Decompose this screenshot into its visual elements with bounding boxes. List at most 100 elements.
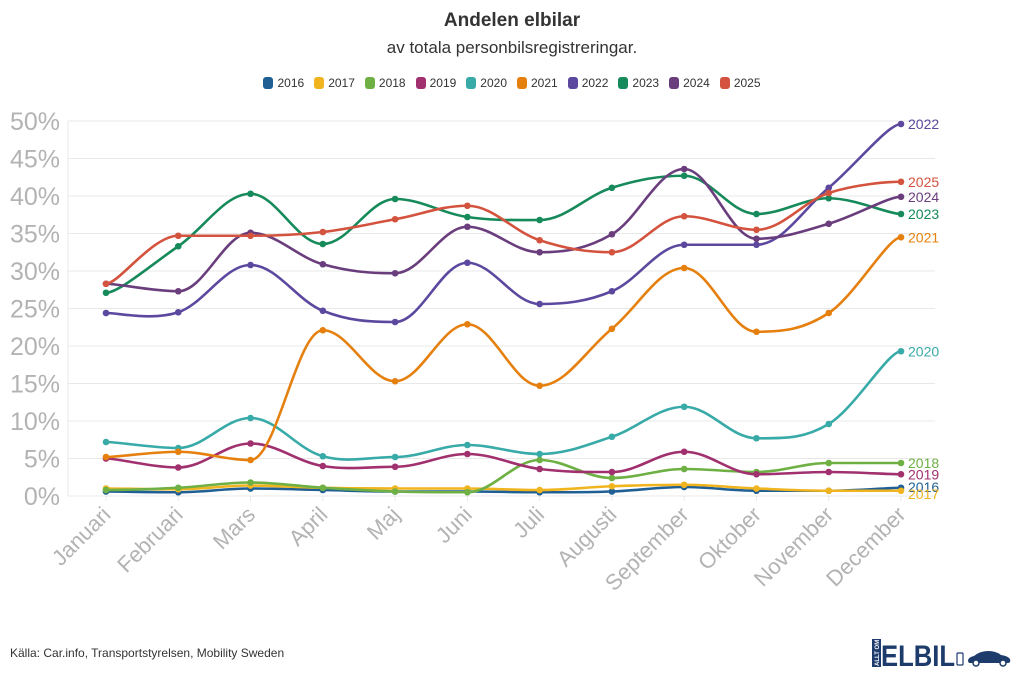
data-point-2017-November — [825, 487, 833, 495]
legend-item-2019[interactable]: 2019 — [415, 76, 457, 90]
source-caption: Källa: Car.info, Transportstyrelsen, Mob… — [10, 646, 285, 660]
end-label-2016: 2016 — [908, 479, 939, 495]
legend-label: 2022 — [581, 76, 609, 90]
data-point-2021-Oktober — [753, 328, 760, 336]
data-point-2017-Oktober — [753, 485, 760, 492]
data-point-2020-Maj — [391, 453, 399, 461]
data-point-2020-April — [319, 452, 327, 460]
legend-swatch — [314, 77, 325, 89]
data-point-2025-September — [680, 212, 688, 220]
car-icon — [968, 651, 1011, 663]
data-point-2023-Augusti — [608, 184, 616, 192]
data-point-2023-Juni — [464, 213, 471, 221]
data-point-2018-Februari — [174, 484, 182, 492]
data-point-2019-Februari — [174, 464, 182, 471]
legend-item-2020[interactable]: 2020 — [466, 76, 507, 90]
data-point-2019-April — [319, 462, 327, 470]
car-wheel-rear-icon — [999, 659, 1007, 667]
series-line-2024 — [104, 167, 903, 293]
legend-item-2023[interactable]: 2023 — [618, 76, 659, 90]
legend-item-2016[interactable]: 2016 — [263, 76, 304, 90]
x-tick-label: December — [821, 502, 910, 591]
legend-item-2025[interactable]: 2025 — [719, 76, 761, 90]
legend-item-2018[interactable]: 2018 — [364, 76, 406, 90]
x-tick-label: Juni — [431, 502, 477, 548]
data-point-2024-December — [897, 193, 905, 201]
data-point-2023-November — [825, 194, 833, 202]
chart-legend: 2016 2017 2018 2019 2020 2021 2022 2023 2024 2025 — [0, 76, 1024, 90]
series-line-2016 — [104, 485, 903, 494]
data-point-2023-Februari — [174, 242, 182, 250]
y-tick-label: 10% — [10, 408, 60, 436]
data-point-2018-April — [319, 484, 327, 492]
data-point-2019-Maj — [391, 463, 399, 471]
data-point-2019-Juni — [464, 450, 471, 458]
end-label-2022: 2022 — [908, 116, 939, 132]
legend-item-2021[interactable]: 2021 — [517, 76, 558, 90]
data-point-2018-September — [680, 465, 688, 473]
end-label-2025: 2025 — [908, 174, 939, 190]
data-point-2019-Augusti — [608, 468, 616, 476]
data-point-2021-Februari — [174, 448, 182, 456]
data-point-2023-April — [319, 240, 327, 248]
data-point-2025-Mars — [247, 232, 254, 240]
series-2020 — [102, 347, 905, 461]
data-point-2019-September — [680, 448, 688, 456]
data-point-2020-Mars — [247, 414, 254, 422]
legend-item-2024[interactable]: 2024 — [669, 76, 710, 90]
series-2021 — [102, 233, 905, 464]
data-point-2024-September — [680, 165, 688, 173]
data-point-2020-Januari — [102, 438, 110, 446]
data-point-2022-September — [680, 241, 688, 249]
legend-label: 2017 — [328, 76, 355, 90]
data-point-2025-Maj — [391, 215, 399, 223]
legend-swatch — [719, 77, 730, 89]
charger-icon — [956, 652, 964, 666]
series-2019 — [102, 440, 905, 478]
legend-item-2017[interactable]: 2017 — [314, 76, 355, 90]
legend-item-2022[interactable]: 2022 — [567, 76, 609, 90]
chart-subtitle: av totala personbilsregistreringar. — [386, 38, 638, 57]
data-point-2022-April — [319, 307, 327, 315]
data-point-2020-December — [897, 347, 905, 355]
data-point-2019-December — [897, 470, 905, 478]
data-point-2023-Juli — [536, 216, 543, 224]
data-point-2018-Juli — [536, 456, 543, 464]
data-point-2020-November — [825, 420, 833, 428]
x-tick-label: Februari — [112, 502, 188, 578]
data-point-2022-Februari — [174, 308, 182, 316]
legend-label: 2019 — [429, 76, 457, 90]
legend-swatch — [466, 77, 477, 89]
y-tick-label: 25% — [10, 296, 60, 324]
data-point-2022-Augusti — [608, 287, 616, 295]
data-point-2022-Maj — [391, 318, 399, 326]
legend-label: 2020 — [480, 76, 507, 90]
logo-text: ELBIL — [881, 640, 955, 670]
data-point-2022-Oktober — [753, 241, 760, 249]
series-line-2025 — [104, 180, 903, 286]
elbil-logo: ALLT OM ELBIL — [872, 639, 1011, 670]
data-point-2023-Oktober — [753, 210, 760, 218]
data-point-2019-November — [825, 468, 833, 476]
legend-swatch — [567, 77, 578, 89]
data-point-2021-Juni — [464, 320, 471, 328]
data-point-2025-April — [319, 228, 327, 236]
x-tick-label: Juli — [508, 502, 549, 543]
legend-swatch — [517, 77, 527, 89]
data-point-2021-Juli — [536, 382, 543, 390]
data-point-2022-December — [897, 120, 905, 128]
data-point-2019-Mars — [247, 440, 254, 447]
data-point-2016-Augusti — [608, 488, 616, 495]
data-point-2023-Januari — [102, 289, 110, 297]
y-tick-label: 40% — [10, 183, 60, 211]
car-wheel-front-icon — [972, 659, 980, 667]
x-tick-label: April — [284, 502, 333, 551]
data-point-2021-April — [319, 326, 327, 334]
end-label-2017: 2017 — [908, 486, 939, 502]
data-point-2018-November — [825, 459, 833, 467]
data-point-2024-Februari — [174, 287, 182, 295]
y-tick-label: 15% — [10, 371, 60, 399]
data-point-2025-November — [825, 189, 833, 197]
data-point-2017-Augusti — [608, 482, 616, 490]
